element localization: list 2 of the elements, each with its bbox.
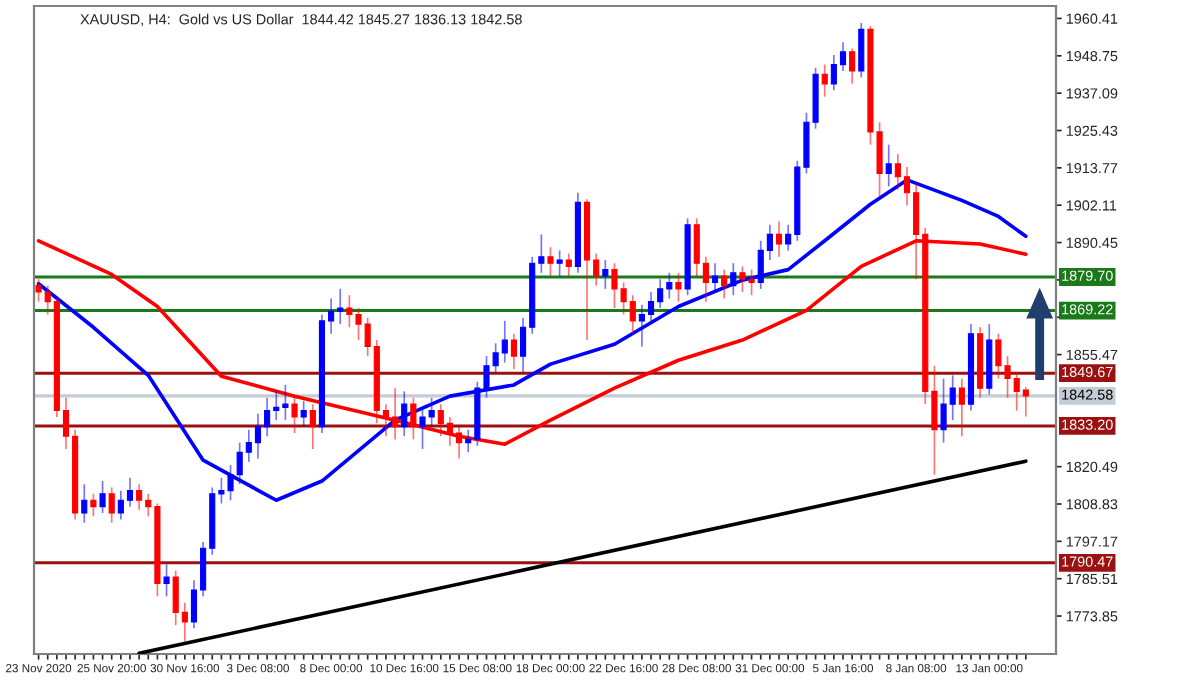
- line-series: [36, 178, 1028, 503]
- line-series: [36, 238, 1028, 446]
